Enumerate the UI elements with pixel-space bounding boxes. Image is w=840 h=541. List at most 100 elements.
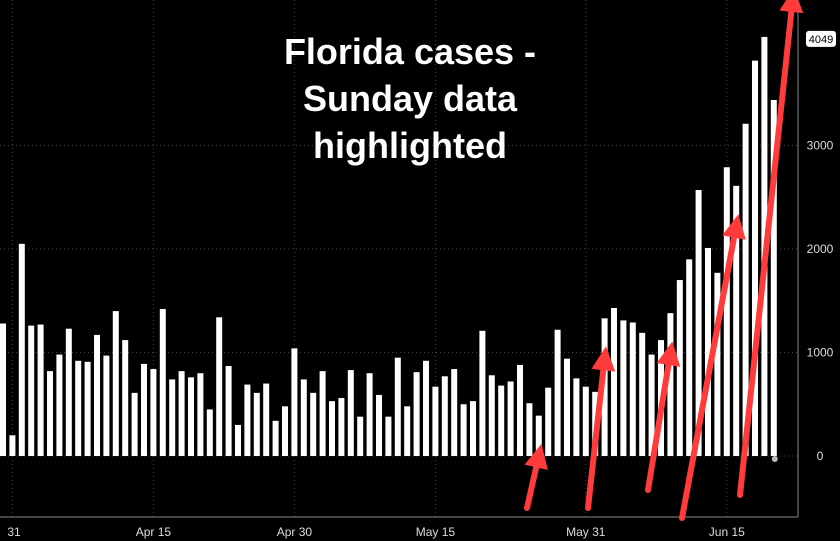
bar [733,185,740,457]
bar [611,307,617,456]
bar [235,424,241,456]
bar [526,403,533,456]
bar [564,358,570,456]
bar [413,372,420,456]
bar [216,317,223,456]
bar [84,361,91,456]
title-line-3: highlighted [313,125,507,166]
x-tick-labels: 31 Apr 15 Apr 30 May 15 May 31 Jun 15 [7,525,745,539]
bar [488,375,495,456]
bar [507,381,514,456]
bar [225,365,232,456]
bar [47,371,53,456]
bar [159,309,166,456]
bar [629,322,636,456]
y-tick-label: 0 [817,449,824,463]
bar [319,371,326,456]
bar [404,406,411,456]
zero-marker [771,456,778,462]
y-tick-labels: 0 1000 2000 3000 [807,139,834,464]
bar [188,377,194,456]
bar [385,416,392,456]
bar [169,379,176,456]
y-tick-label: 3000 [807,139,834,153]
bar [131,392,138,456]
bar [37,324,44,456]
x-tick-label: May 31 [566,525,606,539]
bar [253,392,260,456]
bar [470,401,476,456]
bar [601,318,608,456]
bar [178,371,185,456]
bar [0,323,6,456]
bar [94,334,100,456]
bar [451,369,458,456]
bar [714,272,721,456]
bar [723,167,730,457]
bar [573,378,580,456]
bar [695,190,702,456]
bar [770,99,777,457]
bar [686,259,693,456]
bar [648,354,655,456]
bar [150,369,157,456]
bar [291,348,298,456]
bar [639,332,646,456]
sunday-arrow [679,214,746,521]
bar [197,373,204,456]
bar [75,360,82,456]
x-tick-label: Jun 15 [709,525,745,539]
title-line-2: Sunday data [303,78,518,119]
bar [545,387,552,456]
bar [112,311,119,456]
bar [300,379,307,456]
bar [244,384,251,456]
bar [56,354,63,456]
bar [206,409,213,456]
bar [742,123,749,456]
bar [676,280,683,456]
bar [460,404,467,456]
bar [310,392,317,456]
bar [667,313,674,456]
last-value-label: 4049 [806,30,836,47]
bar [394,357,401,456]
title-line-1: Florida cases - [284,31,536,72]
bar [103,355,110,456]
bar [263,383,270,456]
bar [272,420,279,456]
y-tick-label: 1000 [807,346,834,360]
sunday-arrow [524,443,548,511]
chart-title: Florida cases - Sunday data highlighted [284,31,536,166]
bar [752,60,758,456]
sunday-arrow [585,346,616,511]
bar [28,325,35,456]
bar [498,385,505,456]
bar [141,363,147,456]
bar [705,247,711,456]
bar [535,415,542,456]
bars [0,36,778,462]
bar [357,416,364,456]
bar [65,328,72,456]
bar [517,364,523,456]
bar [347,370,354,456]
bar [582,386,589,456]
y-tick-label: 2000 [807,242,834,256]
last-value-text: 4049 [809,34,833,46]
sunday-arrow [737,0,804,498]
sunday-arrows [524,0,804,521]
bar [18,243,25,456]
bar [441,376,448,456]
x-tick-label: Apr 30 [277,525,313,539]
bar [338,398,345,456]
bar [9,435,16,456]
sunday-arrow [645,341,681,493]
x-tick-label: 31 [7,525,21,539]
bar [620,320,627,456]
bar [329,401,335,456]
x-tick-label: Apr 15 [136,525,172,539]
x-tick-label: May 15 [416,525,456,539]
bar [432,386,439,456]
